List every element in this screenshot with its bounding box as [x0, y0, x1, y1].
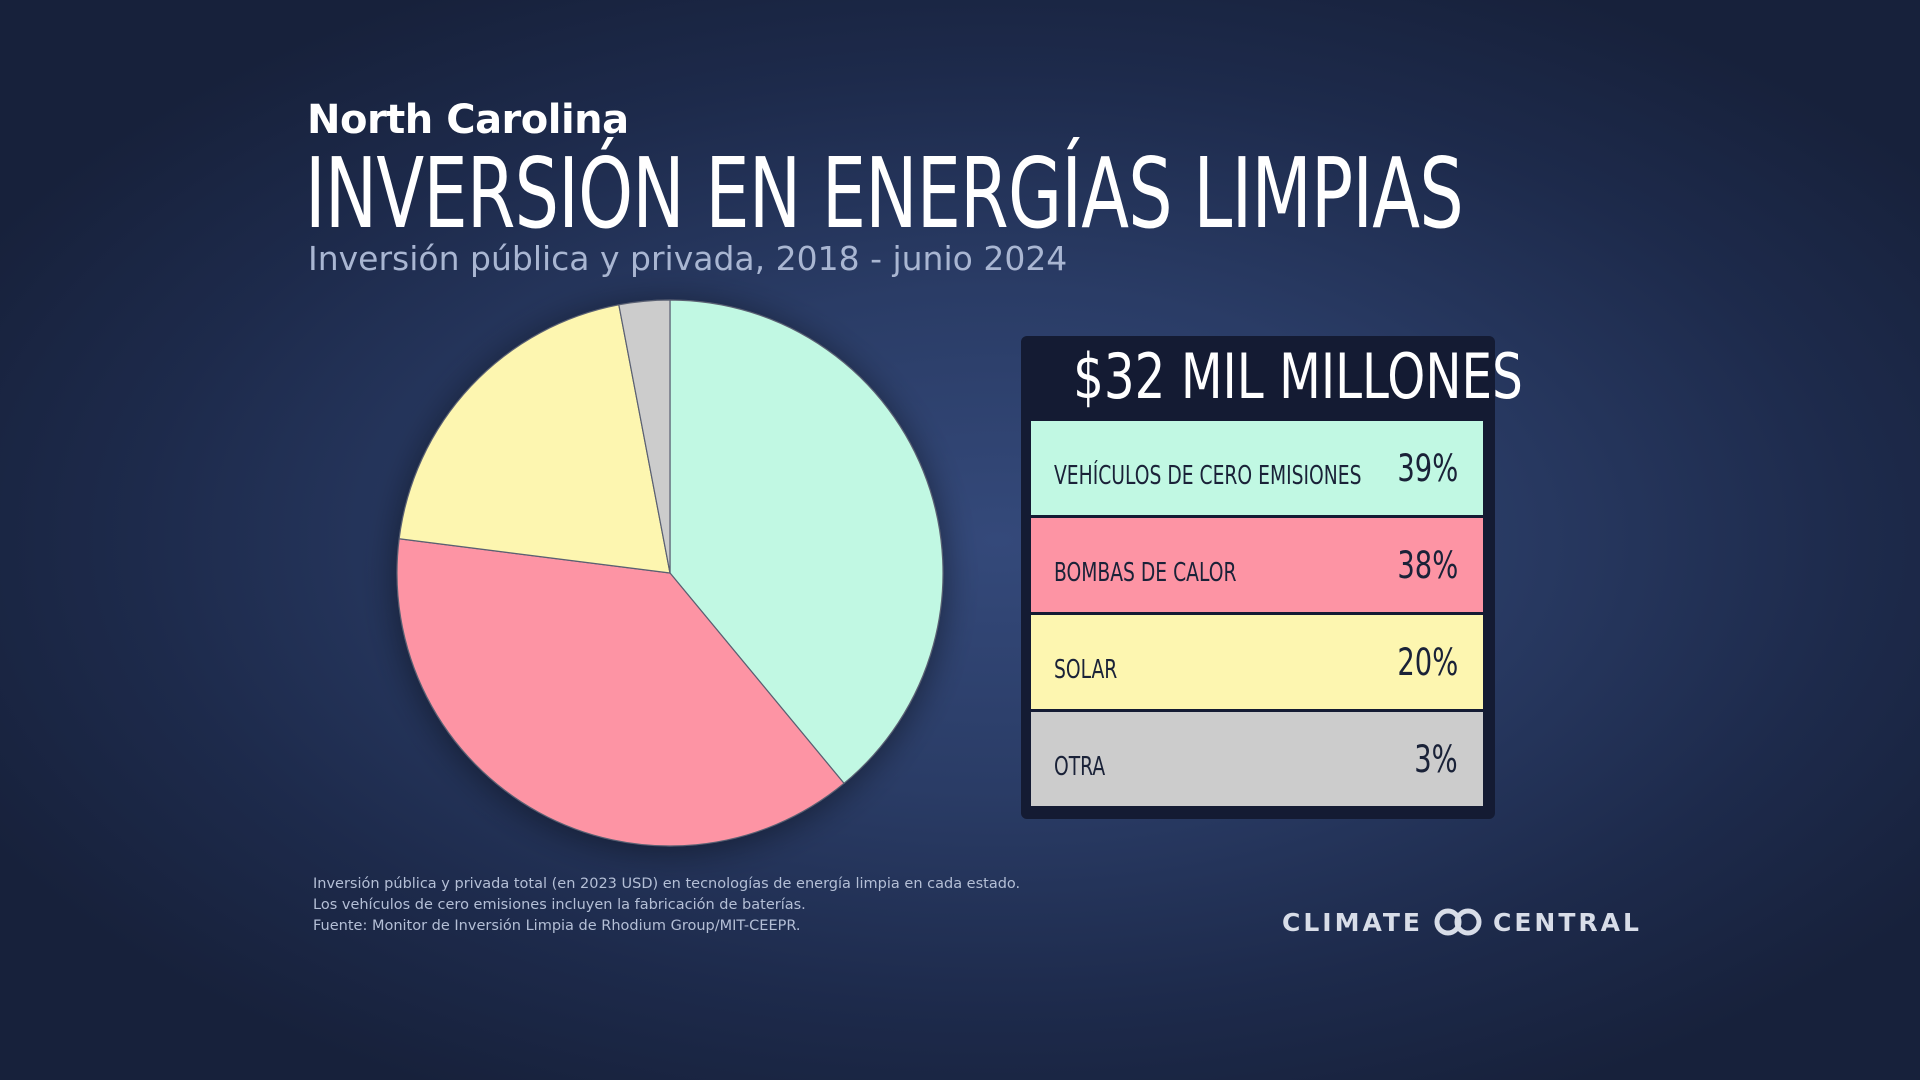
pie-slice-zero-emission-vehicles	[669, 299, 944, 784]
footnotes: Inversión pública y privada total (en 20…	[313, 874, 1020, 937]
legend-row-solar: SOLAR 20%	[1031, 615, 1483, 709]
pie-chart	[396, 299, 944, 847]
climate-central-logo: CLIMATE CENTRAL	[1282, 905, 1642, 939]
legend-panel: $32 MIL MILLONES VEHÍCULOS DE CERO EMISI…	[1021, 336, 1523, 819]
legend-label: OTRA	[1054, 752, 1106, 782]
state-name: North Carolina	[307, 97, 629, 143]
legend-value: 3%	[1414, 738, 1458, 781]
pie-slices	[396, 299, 944, 847]
legend-label: SOLAR	[1054, 655, 1118, 685]
footnote-line: Inversión pública y privada total (en 20…	[313, 876, 1021, 892]
legend-value: 39%	[1397, 447, 1458, 490]
chart-title: INVERSIÓN EN ENERGÍAS LIMPIAS	[305, 137, 1464, 250]
legend-value: 20%	[1397, 641, 1458, 684]
logo-word-central: CENTRAL	[1493, 907, 1642, 937]
chart-subtitle: Inversión pública y privada, 2018 - juni…	[308, 239, 1068, 278]
logo-word-climate: CLIMATE	[1282, 907, 1423, 937]
legend-row-heat-pumps: BOMBAS DE CALOR 38%	[1031, 518, 1483, 612]
total-investment: $32 MIL MILLONES	[1073, 340, 1523, 413]
legend-row-zero-emission-vehicles: VEHÍCULOS DE CERO EMISIONES 39%	[1031, 421, 1483, 515]
legend-value: 38%	[1397, 544, 1458, 587]
climate-central-logo-icon	[1434, 908, 1482, 936]
legend-row-other: OTRA 3%	[1031, 712, 1483, 806]
legend-label: VEHÍCULOS DE CERO EMISIONES	[1054, 461, 1362, 491]
pie-slice-solar	[398, 304, 671, 574]
footnote-line: Fuente: Monitor de Inversión Limpia de R…	[313, 918, 801, 934]
pie-slice-other	[618, 299, 671, 574]
footnote-line: Los vehículos de cero emisiones incluyen…	[313, 897, 806, 913]
legend-label: BOMBAS DE CALOR	[1054, 558, 1237, 588]
pie-slice-heat-pumps	[396, 538, 845, 847]
